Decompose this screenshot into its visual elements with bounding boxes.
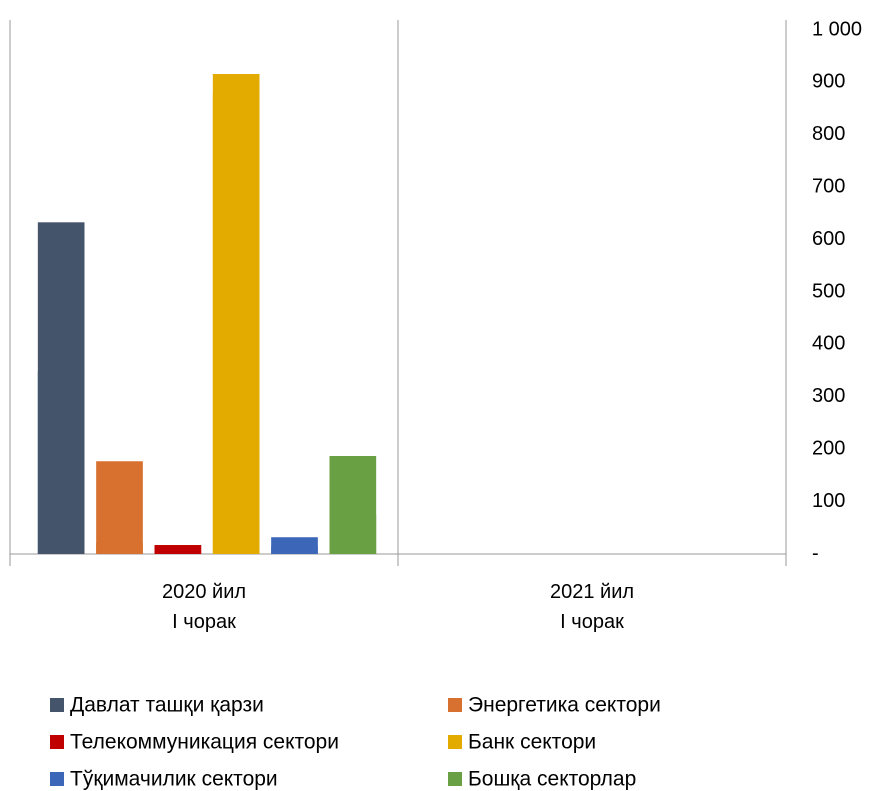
y-tick-label: 300 [812,385,845,407]
y-tick-label: 600 [812,228,845,250]
y-tick-label: 200 [812,437,845,459]
legend-label: Давлат ташқи қарзи [70,694,264,717]
legend-swatch [448,772,462,786]
bar [271,546,318,554]
bar [329,456,377,554]
legend-swatch [50,735,64,749]
legend-swatch [50,772,64,786]
y-tick-label: 900 [812,71,845,93]
legend-label: Бошқа секторлар [468,768,636,791]
bar [154,545,202,554]
legend-swatch [50,698,64,712]
y-tick-label: 800 [812,123,845,145]
legend-label: Энергетика сектори [468,694,661,717]
y-tick-label: 700 [812,175,845,197]
y-tick-label: - [812,542,819,564]
bar [96,461,143,554]
legend-swatch [448,735,462,749]
legend-label: Тўқимачилик сектори [70,768,278,791]
x-tick-label: 2021 йил I чорак [549,581,635,633]
legend-swatch [448,698,462,712]
y-tick-label: 100 [812,490,845,512]
bar [37,371,85,554]
legend-label: Телекоммуникация сектори [70,731,339,754]
y-tick-label: 500 [812,280,845,302]
bar [212,74,260,555]
y-tick-label: 1 000 [812,18,862,40]
legend-label: Банк сектори [468,731,596,754]
x-tick-label: 2020 йил I чорак [161,581,247,633]
y-tick-label: 400 [812,333,845,355]
